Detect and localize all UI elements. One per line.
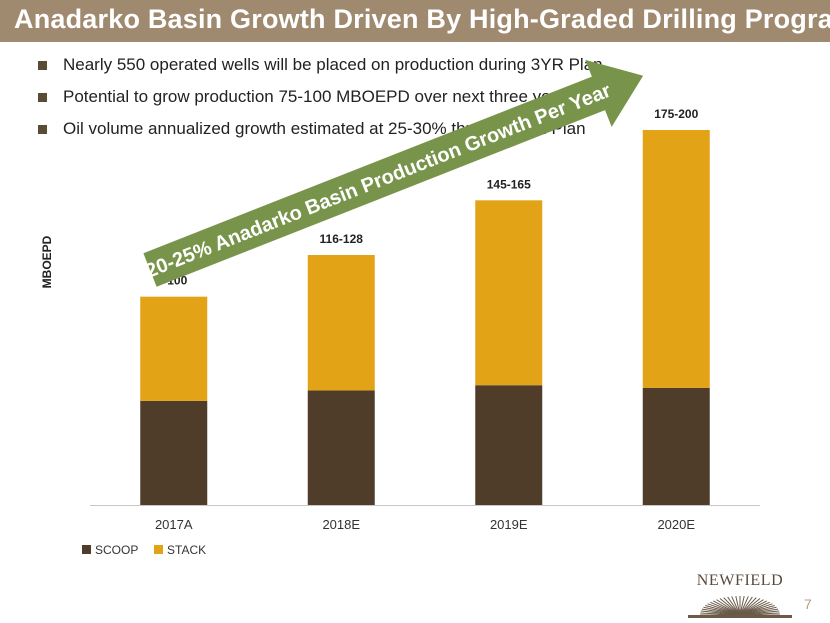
x-tick-label: 2020E xyxy=(657,517,695,532)
legend-label-scoop: SCOOP xyxy=(95,543,138,557)
growth-arrow-label: 20-25% Anadarko Basin Production Growth … xyxy=(143,80,615,283)
data-label: 145-165 xyxy=(487,177,531,191)
data-label: 175-200 xyxy=(654,107,698,121)
growth-arrow: 20-25% Anadarko Basin Production Growth … xyxy=(143,59,644,287)
title-bar: Anadarko Basin Growth Driven By High-Gra… xyxy=(0,0,830,42)
x-tick-label: 2019E xyxy=(490,517,528,532)
bar-scoop xyxy=(140,400,208,505)
sunburst-icon xyxy=(688,593,792,619)
bar-scoop xyxy=(642,387,710,505)
bullet-text: Nearly 550 operated wells will be placed… xyxy=(63,55,603,74)
legend-swatch-stack xyxy=(154,545,163,554)
legend-swatch-scoop xyxy=(82,545,91,554)
bullet-square-icon xyxy=(38,93,47,102)
growth-arrow-shape xyxy=(143,59,644,287)
bar-stack xyxy=(307,255,375,391)
bullet-square-icon xyxy=(38,61,47,70)
x-tick-label: 2017A xyxy=(155,517,193,532)
y-axis-label: MBOEPD xyxy=(40,235,54,288)
data-label: 116-128 xyxy=(320,232,364,246)
bullet-text: Potential to grow production 75-100 MBOE… xyxy=(63,87,575,106)
x-tick-label: 2018E xyxy=(322,517,360,532)
logo-text: NEWFIELD xyxy=(696,572,784,589)
bar-stack xyxy=(475,200,543,386)
bar-scoop xyxy=(475,385,543,505)
newfield-logo: NEWFIELD xyxy=(688,572,792,620)
page-number: 7 xyxy=(804,596,812,612)
legend-label-stack: STACK xyxy=(167,543,206,557)
bar-stack xyxy=(140,296,208,401)
bullet-square-icon xyxy=(38,125,47,134)
bar-scoop xyxy=(307,390,375,505)
bar-stack xyxy=(642,130,710,388)
page-title: Anadarko Basin Growth Driven By High-Gra… xyxy=(14,4,830,34)
